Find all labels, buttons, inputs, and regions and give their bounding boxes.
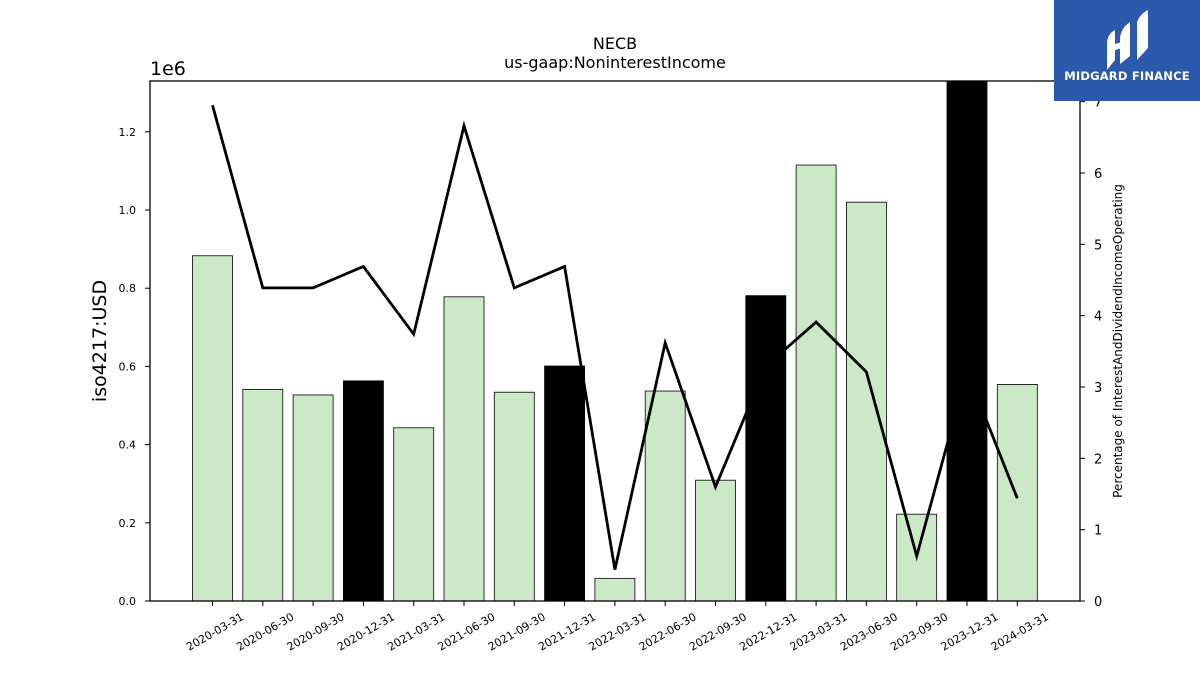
bar xyxy=(242,389,284,602)
y-tick-label: 0.2 xyxy=(119,517,137,530)
y-tick-label: 1.0 xyxy=(119,204,137,217)
midgard-m-logo-icon xyxy=(1107,10,1148,70)
midgard-finance-logo: MIDGARD FINANCE xyxy=(1054,0,1200,101)
bar xyxy=(594,577,636,602)
bar xyxy=(695,479,736,602)
logo-text: MIDGARD FINANCE xyxy=(1064,69,1190,83)
x-tick-label: 2024-03-31 xyxy=(989,610,1051,653)
bar xyxy=(342,380,384,602)
y2-tick-label: 0 xyxy=(1094,595,1102,610)
y2-tick-label: 1 xyxy=(1094,524,1102,539)
bar xyxy=(192,255,233,602)
y-axis-label: iso4217:USD xyxy=(89,280,111,402)
bar xyxy=(795,164,837,602)
bar xyxy=(292,394,334,602)
y-offset-label: 1e6 xyxy=(150,58,186,80)
y2-tick-label: 2 xyxy=(1094,452,1102,467)
bar xyxy=(946,80,988,602)
bar xyxy=(544,365,585,602)
y2-tick-label: 4 xyxy=(1094,310,1102,325)
plot-frame xyxy=(149,80,1081,602)
y-tick-label: 0.4 xyxy=(119,439,137,452)
y-tick-label: 0.0 xyxy=(119,595,137,608)
bar xyxy=(745,295,787,602)
bar xyxy=(644,390,686,602)
y2-tick-label: 6 xyxy=(1094,167,1102,182)
y-tick-label: 0.6 xyxy=(119,360,137,373)
series-line xyxy=(211,104,1019,570)
y-tick-label: 0.8 xyxy=(119,282,137,295)
y-tick-label: 1.2 xyxy=(119,126,137,139)
y2-tick-label: 5 xyxy=(1094,238,1102,253)
bar xyxy=(846,201,887,602)
bar xyxy=(443,296,485,602)
bar-group xyxy=(192,80,1038,602)
line-group xyxy=(211,104,1019,570)
y2-tick-label: 3 xyxy=(1094,381,1102,396)
chart-title: NECB xyxy=(593,34,637,53)
bar xyxy=(393,427,435,602)
y2-axis-label: Percentage of InterestAndDividendIncomeO… xyxy=(1111,184,1125,498)
y2-tick-label: 7 xyxy=(1094,96,1102,111)
bar xyxy=(996,383,1038,602)
chart-subtitle: us-gaap:NoninterestIncome xyxy=(504,53,726,72)
bar xyxy=(493,391,535,602)
